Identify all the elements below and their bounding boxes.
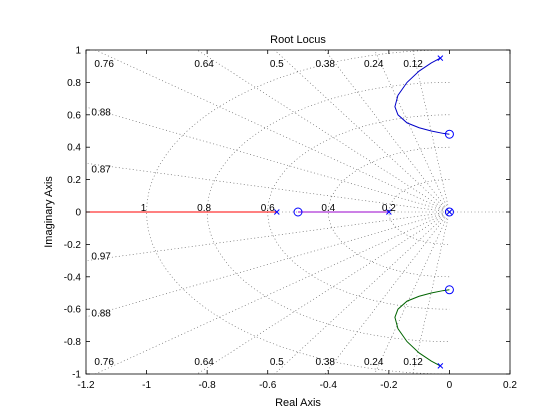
annotation-layer: 0.76 0.64 0.5 0.38 0.24 0.12 0.76 0.64 0.5 0.38 0.… xyxy=(91,59,423,368)
frequency-label-3: 0.4 xyxy=(321,203,335,214)
pole-marker-2 xyxy=(273,209,280,215)
y-tick-label-5: 0 xyxy=(75,208,81,219)
y-axis-label: Imaginary Axis xyxy=(43,176,55,248)
y-tick-label-0: -1 xyxy=(72,370,81,381)
y-tick-label-1: -0.8 xyxy=(64,337,82,348)
zero-marker-0 xyxy=(444,129,454,139)
frequency-label-4: 0.2 xyxy=(382,203,396,214)
x-tick-label-1: -1 xyxy=(142,380,151,391)
damping-label-bottom-2: 0.5 xyxy=(270,357,284,368)
y-tick-label-4: -0.2 xyxy=(64,240,82,251)
damping-label-top-2: 0.5 xyxy=(270,59,284,70)
chart-title: Root Locus xyxy=(270,34,326,46)
tick-layer: -1.2 -1 -0.8 -0.6 -0.4 -0.2 0 0.2-1-0.8-0.6-0.4… xyxy=(64,46,518,392)
pole-marker-3 xyxy=(386,209,392,215)
pole-marker-0 xyxy=(437,55,444,61)
damping-label-side-mid-0: 0.87 xyxy=(91,164,111,175)
damping-label-top-1: 0.64 xyxy=(194,59,214,70)
y-tick-label-7: 0.4 xyxy=(67,143,81,154)
damping-label-bottom-5: 0.12 xyxy=(403,357,423,368)
marker-layer xyxy=(273,55,454,369)
pole-marker-1 xyxy=(437,363,444,369)
damping-label-side-upper-0: 0.88 xyxy=(91,108,111,119)
damping-label-side-lower-0: 0.97 xyxy=(91,252,111,263)
x-axis-label: Real Axis xyxy=(275,397,321,409)
y-tick-label-9: 0.8 xyxy=(67,78,81,89)
zero-marker-2 xyxy=(293,207,303,217)
y-tick-label-10: 1 xyxy=(75,46,81,57)
y-tick-label-3: -0.4 xyxy=(64,272,82,283)
x-tick-label-5: -0.2 xyxy=(380,380,398,391)
damping-label-side-lower-1: 0.88 xyxy=(91,308,111,319)
zero-marker-1 xyxy=(444,285,454,295)
frequency-label-1: 0.8 xyxy=(197,203,211,214)
damping-label-top-5: 0.12 xyxy=(403,59,423,70)
locus-branch-1 xyxy=(394,289,450,367)
x-tick-label-2: -0.8 xyxy=(199,380,217,391)
x-tick-label-4: -0.4 xyxy=(320,380,338,391)
x-tick-label-6: 0 xyxy=(447,380,453,391)
y-tick-label-6: 0.2 xyxy=(67,175,81,186)
damping-label-top-4: 0.24 xyxy=(364,59,384,70)
x-tick-label-0: -1.2 xyxy=(77,380,95,391)
damping-label-bottom-4: 0.24 xyxy=(364,357,384,368)
zeta-ray-5-lower xyxy=(94,211,450,374)
y-tick-label-8: 0.6 xyxy=(67,110,81,121)
locus-branch-0 xyxy=(394,57,450,135)
damping-label-top-0: 0.76 xyxy=(94,59,114,70)
frequency-label-2: 0.6 xyxy=(261,203,275,214)
y-tick-label-2: -0.6 xyxy=(64,305,82,316)
damping-label-top-3: 0.38 xyxy=(316,59,336,70)
zero-marker-3 xyxy=(444,207,454,217)
damping-label-bottom-3: 0.38 xyxy=(316,357,336,368)
frequency-label-0: 1 xyxy=(141,203,147,214)
zeta-ray-5-upper xyxy=(94,50,450,213)
series-layer xyxy=(86,57,450,367)
x-tick-label-3: -0.6 xyxy=(259,380,277,391)
damping-label-bottom-1: 0.64 xyxy=(194,357,214,368)
x-tick-label-7: 0.2 xyxy=(503,380,517,391)
damping-label-bottom-0: 0.76 xyxy=(94,357,114,368)
pole-marker-4 xyxy=(446,209,453,215)
